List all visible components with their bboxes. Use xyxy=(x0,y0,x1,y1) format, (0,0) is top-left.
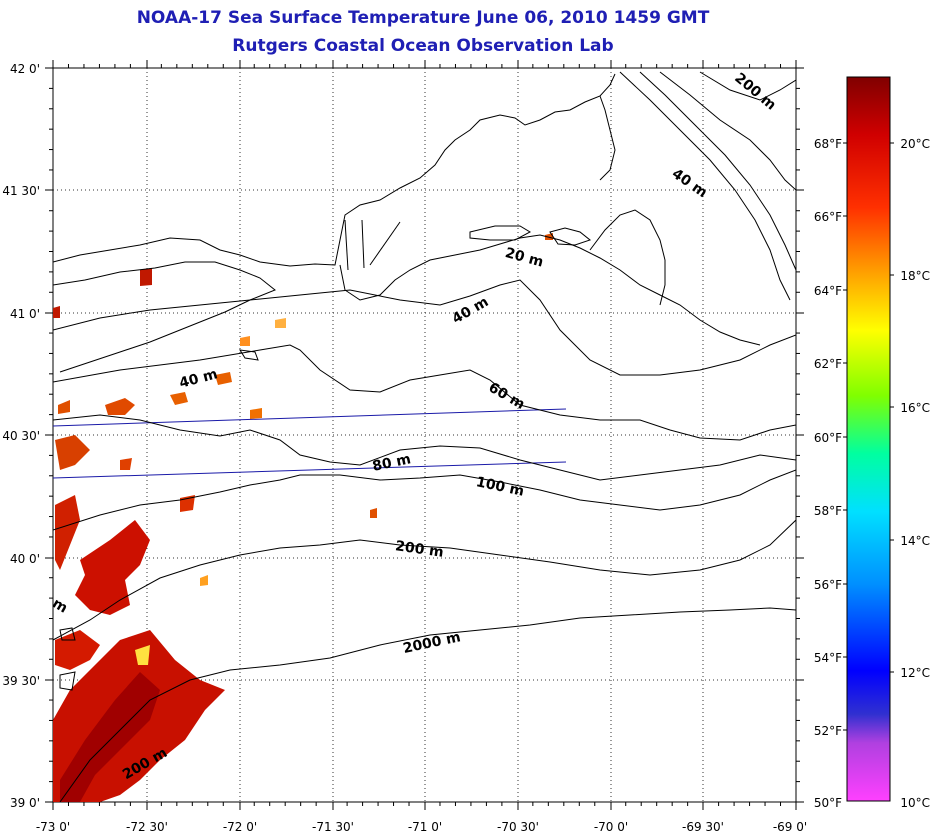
lon-label: -69 0' xyxy=(773,820,807,834)
f-label: 54°F xyxy=(814,651,842,665)
f-label: 52°F xyxy=(814,724,842,738)
lon-label: -72 30' xyxy=(126,820,168,834)
minor-ticks xyxy=(49,64,800,806)
lat-label: 42 0' xyxy=(10,62,40,76)
longitude-labels: -73 0' -72 30' -72 0' -71 30' -71 0' -70… xyxy=(36,820,807,834)
f-label: 56°F xyxy=(814,578,842,592)
colorbar-fahrenheit-labels: 68°F 66°F 64°F 62°F 60°F 58°F 56°F 54°F … xyxy=(814,137,842,810)
c-label: 14°C xyxy=(900,534,930,548)
lon-label: -70 30' xyxy=(497,820,539,834)
c-label: 20°C xyxy=(900,137,930,151)
c-label: 10°C xyxy=(900,796,930,810)
map-title: NOAA-17 Sea Surface Temperature June 06,… xyxy=(136,8,710,28)
lat-label: 41 30' xyxy=(2,184,40,198)
colorbar-celsius-labels: 20°C 18°C 16°C 14°C 12°C 10°C xyxy=(900,137,930,810)
f-label: 58°F xyxy=(814,504,842,518)
lat-label: 39 30' xyxy=(2,674,40,688)
lon-label: -72 0' xyxy=(223,820,257,834)
c-label: 16°C xyxy=(900,401,930,415)
axis-ticks xyxy=(45,60,804,810)
latitude-labels: 42 0' 41 30' 41 0' 40 30' 40 0' 39 30' 3… xyxy=(2,62,40,810)
satellite-track-lines xyxy=(53,408,567,479)
coastline-bathymetry xyxy=(53,71,796,802)
map-subtitle: Rutgers Coastal Ocean Observation Lab xyxy=(232,36,614,56)
lat-label: 40 30' xyxy=(2,429,40,443)
lon-label: -69 30' xyxy=(682,820,724,834)
colorbar xyxy=(846,76,891,802)
lat-label: 39 0' xyxy=(10,796,40,810)
colorbar-ticks xyxy=(843,142,894,731)
f-label: 50°F xyxy=(814,796,842,810)
lon-label: -70 0' xyxy=(594,820,628,834)
lon-label: -73 0' xyxy=(36,820,70,834)
c-label: 18°C xyxy=(900,269,930,283)
lon-label: -71 0' xyxy=(408,820,442,834)
contour-label-80m: 80 m xyxy=(371,451,412,475)
f-label: 66°F xyxy=(814,210,842,224)
sst-data-layer xyxy=(53,233,553,802)
lat-label: 40 0' xyxy=(10,552,40,566)
contour-label-200m: 200 m xyxy=(394,538,444,561)
c-label: 12°C xyxy=(900,666,930,680)
f-label: 64°F xyxy=(814,284,842,298)
f-label: 62°F xyxy=(814,357,842,371)
lon-label: -71 30' xyxy=(312,820,354,834)
lat-label: 41 0' xyxy=(10,307,40,321)
f-label: 60°F xyxy=(814,431,842,445)
f-label: 68°F xyxy=(814,137,842,151)
